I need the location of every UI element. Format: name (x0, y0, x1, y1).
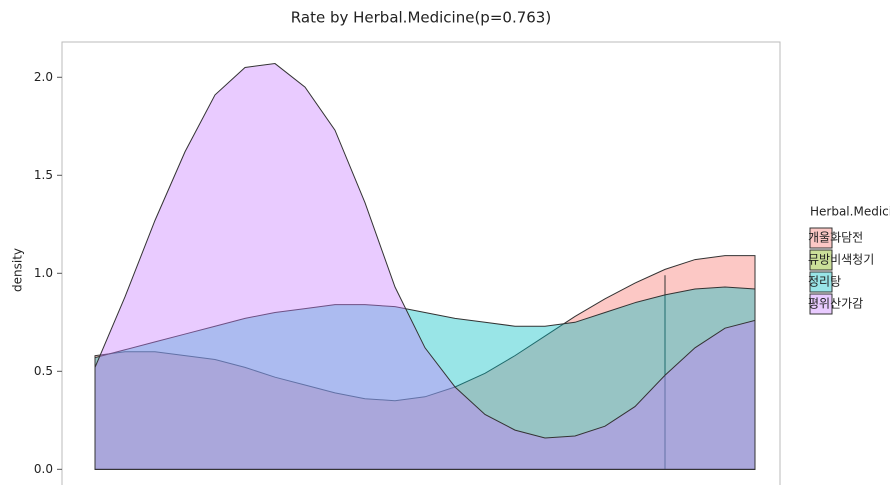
chart-title: Rate by Herbal.Medicine(p=0.763) (291, 9, 551, 27)
y-tick-label: 2.0 (34, 70, 53, 84)
plot-frame (61, 41, 781, 485)
legend-label: 개울화담전 (808, 231, 863, 245)
legend-title: Herbal.Medicine (810, 205, 890, 219)
y-tick-label: 0.5 (34, 364, 53, 378)
density-area (94, 255, 756, 470)
legend-key (809, 293, 833, 315)
legend-label: 정리탕 (808, 275, 841, 289)
y-tick-label: 1.5 (34, 168, 53, 182)
density-area (94, 63, 756, 470)
density-area (94, 286, 756, 470)
y-tick-label: 1.0 (34, 266, 53, 280)
y-axis-label: density (11, 248, 25, 292)
legend-label: 평위산가감 (808, 297, 863, 311)
y-tick-label: 0.0 (34, 462, 53, 476)
legend-key (809, 227, 833, 249)
legend-key (809, 249, 833, 271)
legend-label: 뮤방비색청기 (808, 253, 874, 267)
legend-key (809, 271, 833, 293)
